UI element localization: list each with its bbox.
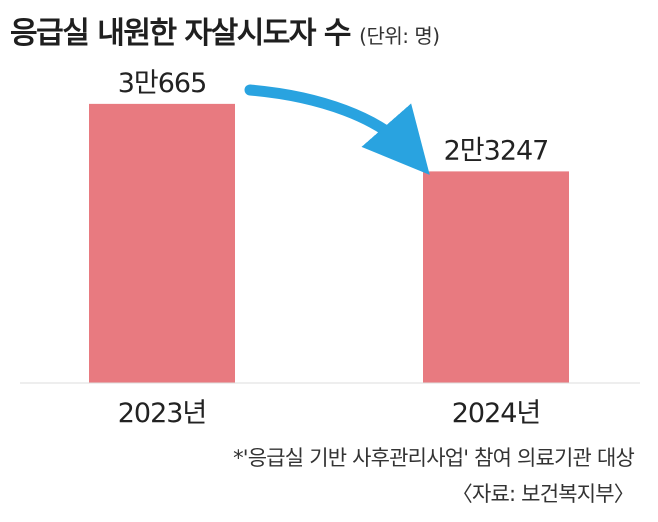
category-label-1: 2023년 bbox=[118, 398, 207, 429]
unit-label: (단위: 명) bbox=[359, 24, 440, 48]
chart-title: 응급실 내원한 자살시도자 수 bbox=[10, 16, 352, 51]
value-label-1: 3만665 bbox=[118, 68, 207, 99]
trend-arrow bbox=[244, 84, 430, 175]
bars-group: 3만665 2023년 2만3247 2024년 bbox=[89, 68, 569, 429]
bar-2 bbox=[423, 171, 569, 383]
category-label-2: 2024년 bbox=[452, 398, 541, 429]
value-label-2: 2만3247 bbox=[444, 135, 549, 166]
title-row: 응급실 내원한 자살시도자 수 (단위: 명) bbox=[10, 8, 440, 52]
bar-1 bbox=[89, 103, 235, 383]
footnote: *'응급실 기반 사후관리사업' 참여 의료기관 대상 bbox=[233, 446, 635, 470]
source-note: 〈자료: 보건복지부〉 bbox=[451, 482, 635, 506]
